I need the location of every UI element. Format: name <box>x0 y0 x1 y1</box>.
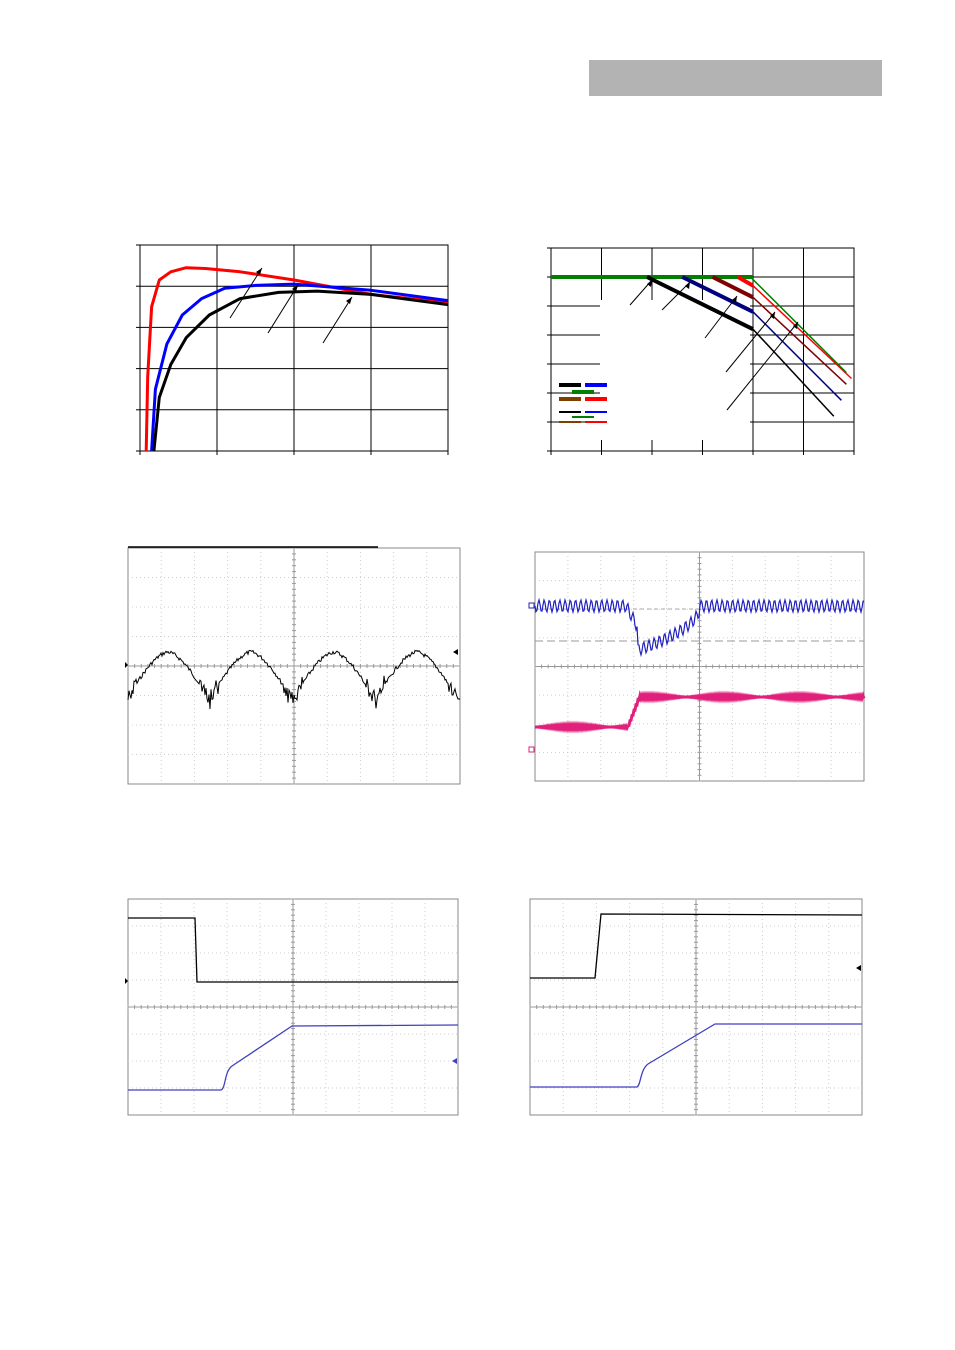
transient-channel-marker-2 <box>528 746 535 753</box>
ripple-channel-marker <box>125 662 128 668</box>
derating-legend-swatch <box>585 383 607 387</box>
ripple-frame <box>127 547 461 785</box>
efficiency-annotation-arrow-2 <box>322 296 353 344</box>
transient-series-0 <box>534 597 865 658</box>
turnon-series-1 <box>530 1023 862 1088</box>
header-bar <box>589 60 882 96</box>
derating-annotation-arrow-4 <box>726 321 799 411</box>
derating-legend-swatch <box>572 416 594 418</box>
derating-annotation-arrow-2 <box>704 295 738 339</box>
transient-frame <box>534 551 865 782</box>
derating-annotation-arrow-0 <box>629 279 653 306</box>
derating-legend-swatch <box>585 397 607 401</box>
derating-legend-swatch <box>559 421 581 423</box>
derating-legend-swatch <box>585 411 607 413</box>
derating-annotation-arrowhead-2 <box>732 296 737 303</box>
turnon-series-0 <box>530 913 863 979</box>
turnon-level-marker <box>856 965 861 971</box>
derating-plot-frame <box>550 247 855 452</box>
efficiency-series-1 <box>150 282 449 452</box>
derating-legend-swatch <box>559 411 581 413</box>
derating-legend-swatch <box>585 421 607 423</box>
derating-label-area <box>600 300 750 440</box>
turnoff-level-marker <box>452 1058 457 1064</box>
efficiency-plot-frame <box>139 244 449 452</box>
derating-series-8 <box>752 285 853 380</box>
derating-series-7 <box>752 296 847 385</box>
transient-background <box>535 552 864 781</box>
derating-annotation-arrowhead-0 <box>647 280 652 287</box>
derating-series-3 <box>711 275 754 300</box>
efficiency-annotation-arrowhead-1 <box>292 285 298 292</box>
derating-legend-swatch <box>559 383 581 387</box>
transient-channel-marker-1 <box>528 602 535 609</box>
efficiency-series-2 <box>152 289 449 452</box>
derating-series-4 <box>736 275 754 288</box>
efficiency-annotation-arrow-0 <box>229 267 263 319</box>
ripple-level-marker <box>453 649 458 655</box>
efficiency-series-0 <box>144 266 449 452</box>
turnoff-series-1 <box>128 1024 459 1091</box>
turnon-frame <box>529 898 863 1116</box>
derating-annotation-arrow-1 <box>661 281 691 311</box>
efficiency-annotation-arrow-1 <box>267 284 299 334</box>
turnoff-series-0 <box>128 917 458 983</box>
efficiency-annotation-arrowhead-2 <box>346 297 352 304</box>
efficiency-annotation-arrowhead-0 <box>256 268 262 275</box>
derating-series-9 <box>749 276 847 374</box>
turnoff-channel-marker <box>125 978 128 984</box>
derating-legend-swatch <box>559 397 581 401</box>
derating-annotation-arrowhead-1 <box>685 282 690 289</box>
derating-series-6 <box>752 311 842 401</box>
transient-series-1 <box>534 689 866 734</box>
derating-annotation-arrowhead-4 <box>793 322 798 329</box>
derating-annotation-arrow-3 <box>725 311 776 373</box>
ripple-series-0 <box>127 649 461 710</box>
derating-legend-swatch <box>572 390 594 394</box>
turnoff-frame <box>127 898 459 1116</box>
derating-annotation-arrowhead-3 <box>770 312 775 319</box>
derating-series-2 <box>681 275 754 314</box>
derating-series-5 <box>752 328 835 417</box>
derating-series-1 <box>646 275 754 331</box>
